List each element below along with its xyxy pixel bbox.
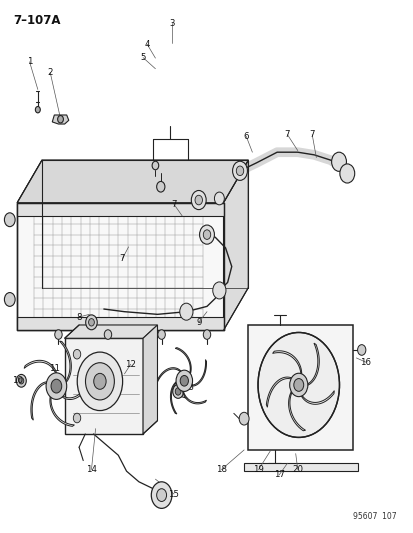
Polygon shape (17, 160, 248, 203)
Polygon shape (31, 382, 47, 420)
Text: 7: 7 (309, 130, 314, 139)
Circle shape (191, 190, 206, 209)
Circle shape (19, 377, 24, 384)
Circle shape (257, 333, 339, 438)
Text: 7: 7 (284, 130, 290, 139)
Text: 11: 11 (49, 364, 60, 373)
Circle shape (199, 225, 214, 244)
Circle shape (77, 352, 122, 410)
Circle shape (156, 489, 166, 502)
Text: 6: 6 (243, 132, 248, 141)
Circle shape (5, 213, 15, 227)
Polygon shape (175, 348, 191, 374)
Polygon shape (59, 341, 71, 382)
Text: 15: 15 (168, 489, 179, 498)
Circle shape (46, 373, 66, 399)
Polygon shape (170, 382, 176, 414)
Text: 7–107A: 7–107A (13, 14, 60, 27)
Circle shape (88, 319, 94, 326)
Polygon shape (288, 391, 305, 431)
Text: 1: 1 (27, 58, 32, 66)
Text: 9: 9 (196, 318, 201, 327)
Polygon shape (272, 351, 301, 375)
Circle shape (55, 330, 62, 340)
Text: 17: 17 (273, 471, 284, 479)
Text: 3: 3 (169, 19, 174, 28)
Text: 12: 12 (125, 360, 136, 369)
Text: 18: 18 (216, 465, 226, 474)
Circle shape (93, 373, 106, 389)
Circle shape (236, 166, 243, 175)
Circle shape (73, 350, 81, 359)
Polygon shape (143, 325, 157, 434)
Text: 14: 14 (86, 465, 97, 474)
Circle shape (289, 373, 307, 397)
Text: 7: 7 (119, 254, 125, 263)
Circle shape (212, 282, 225, 299)
Polygon shape (64, 338, 143, 434)
Text: 95607  107: 95607 107 (352, 512, 396, 521)
Circle shape (203, 330, 210, 340)
Circle shape (85, 315, 97, 330)
Circle shape (151, 482, 171, 508)
Circle shape (180, 375, 188, 386)
Polygon shape (52, 115, 69, 124)
Text: 8: 8 (76, 312, 82, 321)
Text: 2: 2 (47, 68, 53, 77)
Polygon shape (24, 360, 57, 373)
Text: 5: 5 (140, 53, 145, 62)
Circle shape (176, 370, 192, 391)
Circle shape (157, 330, 165, 340)
Polygon shape (64, 325, 157, 338)
Circle shape (172, 384, 183, 398)
Circle shape (57, 116, 63, 123)
Text: 20: 20 (292, 465, 303, 474)
Text: 19: 19 (252, 465, 263, 474)
Circle shape (179, 303, 192, 320)
Circle shape (5, 293, 15, 306)
Circle shape (339, 164, 354, 183)
Circle shape (104, 330, 112, 340)
Circle shape (73, 413, 81, 423)
Circle shape (195, 195, 202, 205)
Circle shape (293, 378, 303, 391)
Text: 13: 13 (183, 383, 193, 392)
Circle shape (331, 152, 346, 171)
Circle shape (152, 161, 158, 169)
Polygon shape (248, 325, 353, 450)
Polygon shape (50, 397, 74, 426)
Text: 10: 10 (12, 376, 23, 385)
Circle shape (35, 107, 40, 113)
Circle shape (357, 345, 365, 356)
Circle shape (232, 161, 247, 180)
Polygon shape (17, 160, 248, 203)
Polygon shape (306, 343, 318, 385)
Polygon shape (300, 391, 334, 405)
Circle shape (175, 387, 180, 395)
Text: 7: 7 (171, 200, 176, 209)
Polygon shape (157, 368, 180, 382)
Polygon shape (17, 203, 223, 216)
Polygon shape (244, 463, 357, 471)
Circle shape (239, 413, 249, 425)
Circle shape (156, 181, 164, 192)
Polygon shape (266, 377, 292, 407)
Polygon shape (62, 376, 91, 400)
Text: 16: 16 (359, 358, 370, 367)
Polygon shape (223, 160, 248, 330)
Circle shape (51, 379, 62, 393)
Circle shape (203, 230, 210, 239)
Polygon shape (17, 317, 223, 330)
Circle shape (85, 363, 114, 400)
Polygon shape (182, 391, 206, 404)
Text: 4: 4 (144, 40, 150, 49)
Polygon shape (191, 360, 206, 386)
Polygon shape (17, 203, 223, 330)
Circle shape (214, 192, 224, 205)
Circle shape (17, 374, 26, 387)
